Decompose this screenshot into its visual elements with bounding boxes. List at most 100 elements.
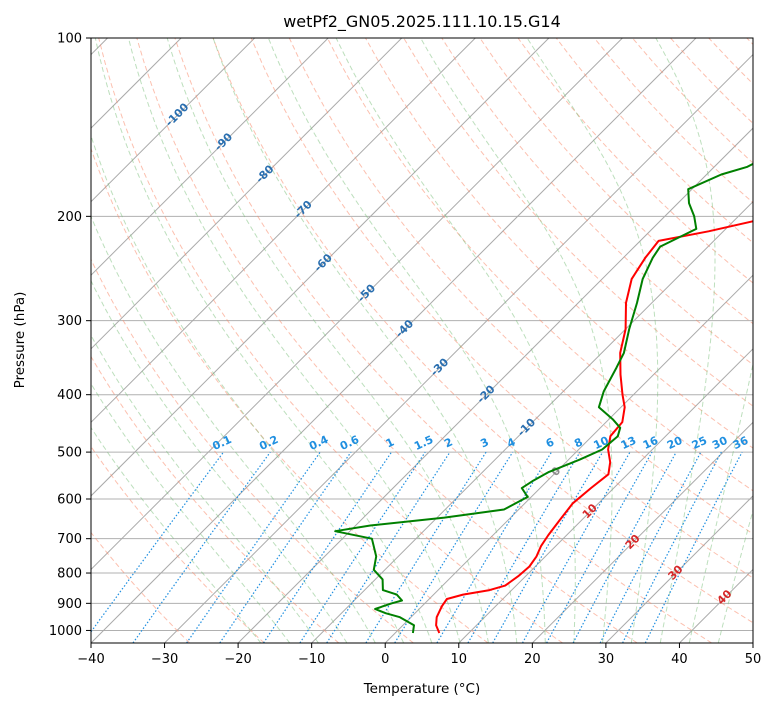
x-tick-label: −20 <box>224 652 251 667</box>
x-axis-ticks: −40 −30 −20 −10 0 10 20 30 40 50 <box>77 643 761 667</box>
isotherm-line <box>237 127 753 643</box>
y-axis-title: Pressure (hPa) <box>12 292 28 389</box>
x-tick-label: 30 <box>598 652 615 667</box>
dry-adiabat <box>708 38 753 85</box>
mixing-ratio-line <box>644 451 743 643</box>
dry-adiabat <box>403 38 753 407</box>
temperature-profile <box>435 220 753 634</box>
x-tick-label: 0 <box>381 652 389 667</box>
isotherm-line <box>531 421 753 643</box>
moist-adiabat <box>91 426 262 643</box>
moist-adiabat <box>526 38 659 643</box>
moist-adiabat <box>420 38 613 643</box>
y-tick-label: 600 <box>57 493 82 508</box>
isotherm-line <box>164 53 753 643</box>
y-tick-label: 100 <box>57 32 82 47</box>
mixing-ratio-line <box>219 451 352 643</box>
dry-adiabat <box>746 38 753 45</box>
mixing-ratio-line <box>599 451 702 643</box>
moist-adiabat <box>717 508 753 643</box>
moist-adiabat <box>91 279 348 643</box>
x-axis-title: Temperature (°C) <box>363 681 481 697</box>
plot-frame <box>90 37 754 644</box>
isotherm-label: 10 <box>580 501 600 521</box>
isotherm-line <box>91 38 329 276</box>
mixing-ratio-line <box>262 451 392 643</box>
sounding-profiles <box>334 162 753 634</box>
mixing-ratio-label: 20 <box>665 434 685 452</box>
y-tick-label: 200 <box>57 210 82 225</box>
isotherm-line <box>91 38 697 643</box>
dry-adiabat <box>174 38 712 643</box>
dry-adiabat <box>670 38 753 125</box>
moist-adiabat <box>335 38 576 643</box>
mixing-ratio-line <box>436 451 553 643</box>
dry-adiabat <box>212 38 753 624</box>
moist-adiabat <box>212 38 518 643</box>
dry-adiabat <box>91 147 489 643</box>
isotherm-line <box>605 495 753 643</box>
x-tick-label: 20 <box>524 652 541 667</box>
mixing-ratio-labels: 0.1 0.2 0.4 0.6 1 1.5 2 3 4 6 8 10 13 16 20 25 30 36 <box>210 433 750 453</box>
mixing-ratio-label: 25 <box>690 434 709 452</box>
isotherm-line <box>91 38 476 424</box>
moist-adiabat <box>128 38 461 643</box>
isotherm-label: -50 <box>355 281 378 304</box>
mixing-ratio-line <box>572 451 677 643</box>
x-tick-label: 10 <box>451 652 468 667</box>
mixing-ratio-label: 1 <box>384 435 396 450</box>
y-tick-label: 800 <box>57 567 82 582</box>
mixing-ratio-label: 8 <box>572 435 584 450</box>
mixing-ratio-line <box>91 451 224 633</box>
mixing-ratio-label: 3 <box>478 435 490 450</box>
dry-adiabat <box>479 38 753 325</box>
moist-adiabat <box>655 38 716 643</box>
moist-adiabat <box>688 361 753 643</box>
dewpoint-profile <box>334 162 753 634</box>
mixing-ratio-label: 0.1 <box>210 433 233 453</box>
chart-title: wetPf2_GN05.2025.111.10.15.G14 <box>283 12 561 32</box>
isotherm-line <box>91 38 403 350</box>
mixing-ratio-label: 0.4 <box>307 433 330 453</box>
dry-adiabat <box>326 38 753 492</box>
isotherm-line <box>91 38 623 571</box>
mixing-ratio-label: 13 <box>619 434 638 452</box>
dry-adiabat <box>555 38 753 244</box>
mixing-ratio-label: 6 <box>544 435 557 450</box>
x-tick-label: −10 <box>298 652 325 667</box>
y-tick-label: 300 <box>57 314 82 329</box>
x-tick-label: 40 <box>671 652 688 667</box>
isotherm-line <box>458 348 753 643</box>
isotherm-line <box>384 274 753 643</box>
mixing-ratio-line <box>394 451 514 643</box>
mixing-ratio-line <box>521 451 631 643</box>
isotherm-label: -10 <box>515 416 538 439</box>
isotherm-line <box>91 38 256 203</box>
background-reference-lines <box>91 38 753 643</box>
moist-adiabat <box>91 334 319 643</box>
isotherm-line <box>91 38 550 497</box>
x-tick-label: 50 <box>745 652 762 667</box>
isotherm-line <box>752 642 753 643</box>
y-tick-label: 500 <box>57 446 82 461</box>
y-tick-label: 400 <box>57 388 82 403</box>
y-tick-label: 700 <box>57 532 82 547</box>
y-axis-ticks: 100 200 300 400 500 600 700 800 900 1000 <box>49 32 91 639</box>
dry-adiabat <box>136 38 638 643</box>
moist-adiabat <box>166 38 489 643</box>
mixing-ratio-line <box>365 451 487 643</box>
dry-adiabat <box>91 355 340 643</box>
x-tick-label: −30 <box>151 652 178 667</box>
isotherm-label: -20 <box>474 382 497 405</box>
mixing-ratio-line <box>467 451 581 643</box>
isotherm-label: 40 <box>714 587 734 607</box>
mixing-ratio-line <box>186 451 321 643</box>
moist-adiabat <box>91 215 376 643</box>
y-tick-label: 1000 <box>49 624 82 639</box>
moist-adiabat <box>91 134 405 643</box>
y-tick-label: 900 <box>57 597 82 612</box>
mixing-ratio-label: 30 <box>710 434 730 452</box>
moist-adiabat <box>267 38 546 643</box>
dry-adiabat <box>91 258 414 643</box>
